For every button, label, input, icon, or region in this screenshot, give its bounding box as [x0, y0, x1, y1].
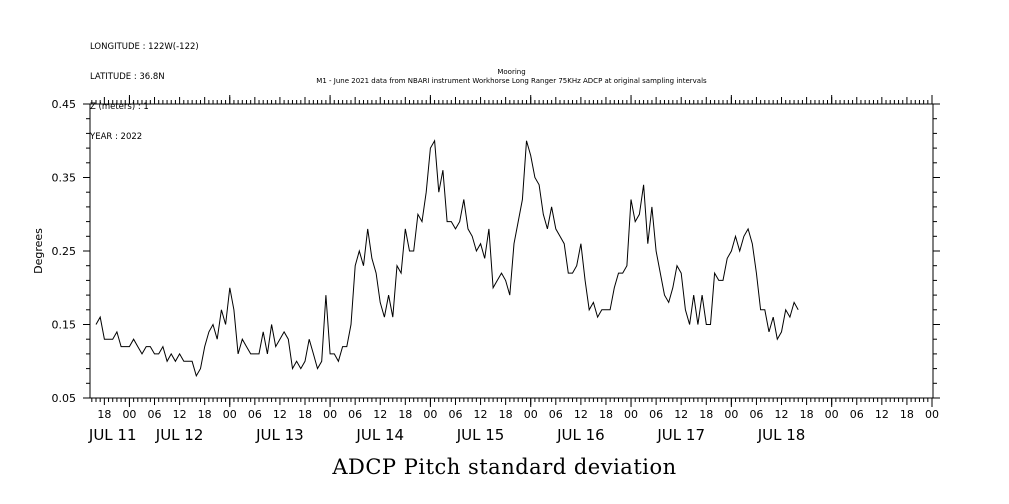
x-hour-tick-label: 12 [875, 408, 889, 421]
x-hour-tick-label: 00 [423, 408, 437, 421]
x-hour-tick-label: 12 [173, 408, 187, 421]
x-hour-tick-label: 00 [925, 408, 939, 421]
x-hour-tick-label: 12 [474, 408, 488, 421]
x-hour-tick-label: 18 [298, 408, 312, 421]
x-hour-tick-label: 12 [373, 408, 387, 421]
x-hour-tick-label: 00 [122, 408, 136, 421]
x-hour-tick-label: 18 [198, 408, 212, 421]
y-tick-label: 0.15 [52, 319, 77, 332]
x-date-label: JUL 12 [155, 426, 204, 444]
x-hour-tick-label: 12 [574, 408, 588, 421]
x-hour-tick-label: 00 [724, 408, 738, 421]
y-tick-label: 0.05 [52, 392, 77, 405]
x-hour-tick-label: 18 [599, 408, 613, 421]
x-date-label: JUL 15 [456, 426, 505, 444]
x-hour-tick-label: 06 [248, 408, 262, 421]
x-hour-tick-label: 00 [223, 408, 237, 421]
x-hour-tick-label: 00 [624, 408, 638, 421]
axis-labels: 18 00 06 12 18 00 06 12 18 00 06 12 18 00 06 12 18 00 06 12… [52, 98, 940, 444]
metadata-block: LONGITUDE : 122W(-122) LATITUDE : 36.8N … [90, 22, 199, 152]
x-hour-tick-label: 12 [775, 408, 789, 421]
x-hour-tick-label: 06 [850, 408, 864, 421]
x-hour-tick-label: 12 [674, 408, 688, 421]
plot-frame [89, 103, 934, 399]
year-label: YEAR : 2022 [90, 132, 143, 142]
x-hour-tick-label: 18 [499, 408, 513, 421]
x-hour-tick-label: 06 [549, 408, 563, 421]
x-hour-tick-label: 00 [825, 408, 839, 421]
x-hour-tick-label: 06 [649, 408, 663, 421]
chart-title: M1 - June 2021 data from NBARI instrumen… [316, 77, 707, 85]
x-hour-tick-label: 18 [398, 408, 412, 421]
chart-title-block: Mooring M1 - June 2021 data from NBARI i… [90, 68, 933, 86]
x-hour-tick-label: 18 [97, 408, 111, 421]
x-date-label: JUL 18 [757, 426, 806, 444]
x-hour-tick-label: 18 [699, 408, 713, 421]
x-hour-tick-label: 12 [273, 408, 287, 421]
x-hour-tick-label: 06 [749, 408, 763, 421]
x-hour-tick-label: 18 [900, 408, 914, 421]
x-hour-tick-label: 00 [524, 408, 538, 421]
x-hour-tick-label: 00 [323, 408, 337, 421]
y-axis-label: Degrees [32, 228, 45, 274]
x-date-label: JUL 17 [656, 426, 705, 444]
y-tick-label: 0.45 [52, 98, 77, 111]
latitude-label: LATITUDE : 36.8N [90, 72, 165, 82]
x-date-label: JUL 11 [88, 426, 137, 444]
x-date-label: JUL 13 [255, 426, 304, 444]
longitude-label: LONGITUDE : 122W(-122) [90, 42, 199, 52]
x-date-label: JUL 16 [556, 426, 605, 444]
x-hour-tick-label: 06 [448, 408, 462, 421]
x-hour-tick-label: 06 [348, 408, 362, 421]
x-date-label: JUL 14 [355, 426, 404, 444]
x-hour-tick-label: 06 [148, 408, 162, 421]
depth-label: Z (meters) : 1 [90, 102, 149, 112]
y-tick-label: 0.25 [52, 245, 77, 258]
bottom-title: ADCP Pitch standard deviation [332, 455, 677, 479]
x-hour-tick-label: 18 [800, 408, 814, 421]
chart-title-top: Mooring [497, 68, 526, 76]
axis-ticks [83, 95, 940, 407]
series-line [95, 139, 799, 378]
y-tick-label: 0.35 [52, 172, 77, 185]
